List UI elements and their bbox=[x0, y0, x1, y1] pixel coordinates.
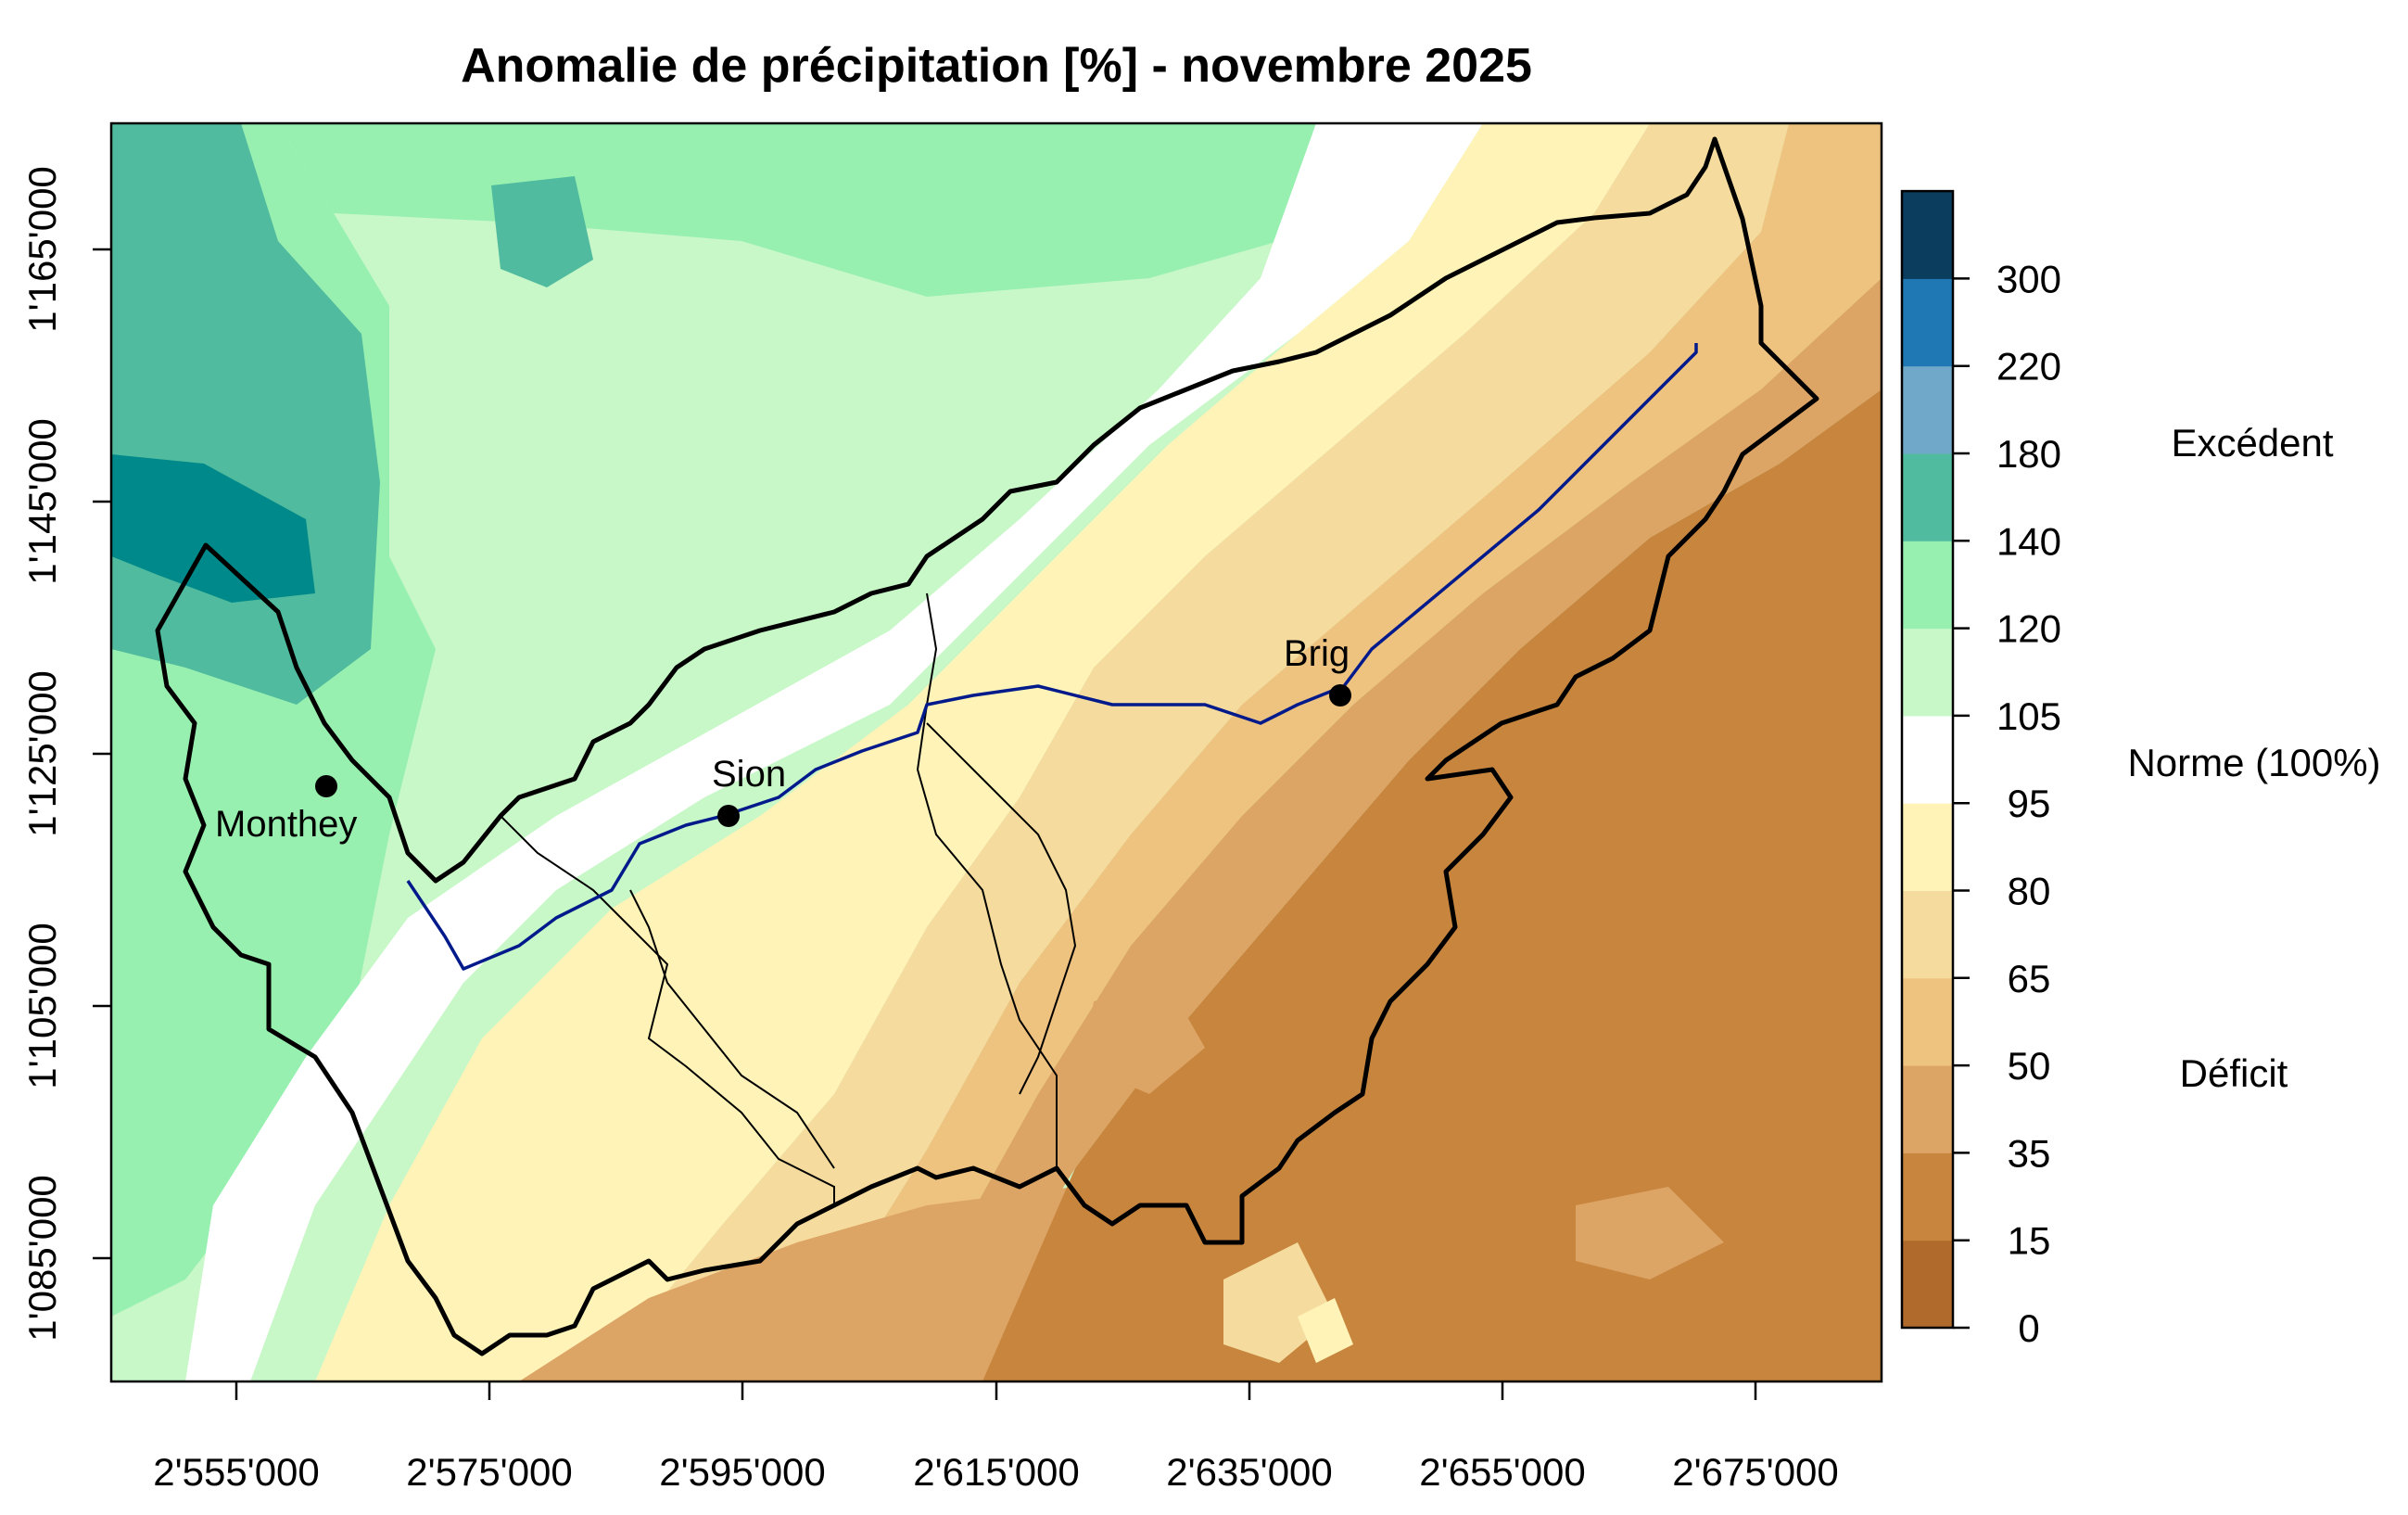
city-label-sion: Sion bbox=[712, 754, 786, 795]
legend-frame bbox=[1900, 189, 1955, 1330]
district-boundaries bbox=[500, 592, 1077, 1205]
x-axis bbox=[234, 1381, 1757, 1400]
y-tick-labels: 1'085'000 1'105'000 1'125'000 1'145'000 … bbox=[20, 166, 64, 1342]
legend-swatch bbox=[1902, 1152, 1953, 1241]
legend-swatch bbox=[1902, 1240, 1953, 1329]
legend-category-norm: Norme (100%) bbox=[2127, 741, 2380, 784]
city-sion: Sion bbox=[712, 754, 786, 827]
legend-swatch bbox=[1902, 191, 1953, 279]
legend-break-label: 65 bbox=[2008, 957, 2051, 1000]
legend-colorbar bbox=[1900, 189, 1955, 1330]
legend-break-label: 80 bbox=[2008, 870, 2051, 913]
legend-category-excess: Excédent bbox=[2171, 421, 2333, 465]
legend-break-label: 105 bbox=[1996, 694, 2061, 738]
legend-break-label: 15 bbox=[2008, 1219, 2051, 1263]
legend-swatch bbox=[1902, 890, 1953, 979]
x-tick-label: 2'555'000 bbox=[153, 1450, 320, 1494]
y-tick-label: 1'165'000 bbox=[20, 166, 64, 333]
y-tick-label: 1'105'000 bbox=[20, 923, 64, 1089]
y-tick-label: 1'125'000 bbox=[20, 670, 64, 837]
legend-break-label: 220 bbox=[1996, 345, 2061, 388]
x-tick-label: 2'675'000 bbox=[1672, 1450, 1839, 1494]
x-tick-label: 2'655'000 bbox=[1419, 1450, 1586, 1494]
city-point bbox=[315, 775, 337, 797]
legend-labels: 0 15 35 50 65 80 95 105 120 140 180 220 300 bbox=[1996, 257, 2061, 1350]
legend-break-label: 180 bbox=[1996, 432, 2061, 476]
legend-swatch bbox=[1902, 541, 1953, 630]
x-tick-label: 2'635'000 bbox=[1166, 1450, 1333, 1494]
city-label-brig: Brig bbox=[1284, 633, 1350, 674]
x-tick-label: 2'615'000 bbox=[913, 1450, 1080, 1494]
legend-swatch bbox=[1902, 453, 1953, 541]
city-label-monthey: Monthey bbox=[215, 804, 357, 845]
legend-break-label: 50 bbox=[2008, 1044, 2051, 1088]
x-tick-label: 2'575'000 bbox=[406, 1450, 573, 1494]
city-point bbox=[1329, 684, 1351, 707]
y-tick-label: 1'145'000 bbox=[20, 418, 64, 585]
x-tick-labels: 2'555'000 2'575'000 2'595'000 2'615'000 … bbox=[153, 1450, 1839, 1494]
city-point bbox=[717, 805, 740, 827]
map-title: Anomalie de précipitation [%] - novembre… bbox=[461, 39, 1532, 93]
legend-swatch bbox=[1902, 977, 1953, 1066]
legend-break-label: 120 bbox=[1996, 607, 2061, 651]
legend-break-label: 35 bbox=[2008, 1131, 2051, 1175]
city-monthey: Monthey bbox=[215, 775, 357, 845]
city-brig: Brig bbox=[1284, 633, 1351, 707]
y-tick-label: 1'085'000 bbox=[20, 1175, 64, 1342]
legend-swatch bbox=[1902, 278, 1953, 367]
legend-category-deficit: Déficit bbox=[2180, 1051, 2288, 1095]
canton-boundary bbox=[155, 136, 1819, 1356]
precipitation-anomaly-raster bbox=[111, 123, 1882, 1381]
legend-swatch bbox=[1902, 1065, 1953, 1153]
legend-break-label: 0 bbox=[2018, 1306, 2039, 1350]
legend-swatch bbox=[1902, 628, 1953, 717]
y-axis bbox=[93, 248, 111, 1260]
legend-ticks bbox=[1953, 277, 1970, 1330]
legend-swatch bbox=[1902, 715, 1953, 804]
legend-break-label: 300 bbox=[1996, 257, 2061, 300]
legend-break-label: 140 bbox=[1996, 519, 2061, 563]
rhone-river bbox=[406, 343, 1698, 971]
legend-swatch bbox=[1902, 365, 1953, 454]
x-tick-label: 2'595'000 bbox=[659, 1450, 826, 1494]
legend-break-label: 95 bbox=[2008, 782, 2051, 825]
legend-swatch bbox=[1902, 803, 1953, 891]
